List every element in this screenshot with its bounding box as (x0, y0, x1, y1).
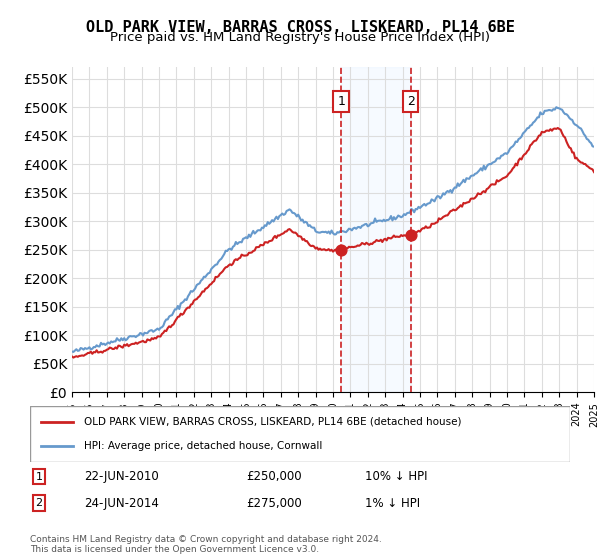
Point (406, 231, 416, 240)
FancyBboxPatch shape (30, 406, 570, 462)
Text: 1% ↓ HPI: 1% ↓ HPI (365, 497, 420, 510)
Text: HPI: Average price, detached house, Cornwall: HPI: Average price, detached house, Corn… (84, 441, 322, 451)
Text: 2: 2 (407, 95, 415, 108)
Text: 1: 1 (35, 472, 43, 482)
Text: 10% ↓ HPI: 10% ↓ HPI (365, 470, 427, 483)
Text: £275,000: £275,000 (246, 497, 302, 510)
Text: 24-JUN-2014: 24-JUN-2014 (84, 497, 159, 510)
Bar (341, 67, 411, 392)
Text: 1: 1 (337, 95, 345, 108)
Text: Contains HM Land Registry data © Crown copyright and database right 2024.
This d: Contains HM Land Registry data © Crown c… (30, 535, 382, 554)
Text: 22-JUN-2010: 22-JUN-2010 (84, 470, 159, 483)
Text: Price paid vs. HM Land Registry's House Price Index (HPI): Price paid vs. HM Land Registry's House … (110, 31, 490, 44)
Point (337, 245, 346, 254)
Text: OLD PARK VIEW, BARRAS CROSS, LISKEARD, PL14 6BE: OLD PARK VIEW, BARRAS CROSS, LISKEARD, P… (86, 20, 514, 35)
Text: £250,000: £250,000 (246, 470, 302, 483)
Text: 2: 2 (35, 498, 43, 508)
Text: OLD PARK VIEW, BARRAS CROSS, LISKEARD, PL14 6BE (detached house): OLD PARK VIEW, BARRAS CROSS, LISKEARD, P… (84, 417, 461, 427)
